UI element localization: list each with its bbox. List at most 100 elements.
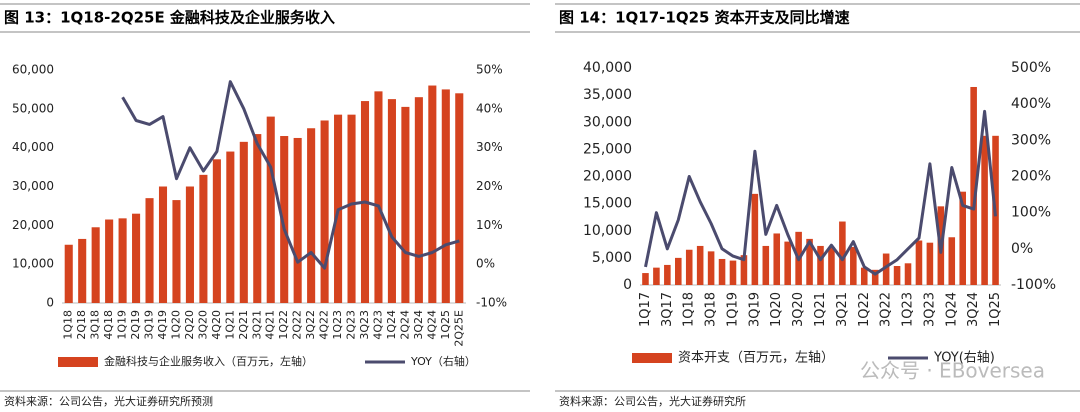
y-tick-label: 0: [623, 277, 632, 293]
x-tick-label: 2Q21: [237, 310, 250, 340]
y2-tick-label: 500%: [1011, 60, 1051, 76]
bar: [806, 238, 813, 285]
x-tick-label: 1Q17: [638, 292, 653, 327]
x-tick-label: 1Q21: [813, 292, 828, 327]
bar: [118, 218, 127, 303]
y-tick-label: 40,000: [12, 140, 54, 154]
x-tick-label: 1Q20: [769, 292, 784, 327]
y2-tick-label: 40%: [476, 101, 503, 115]
y-tick-label: 0: [46, 296, 54, 310]
bar: [455, 93, 464, 303]
y2-tick-label: 10%: [476, 218, 503, 232]
x-tick-label: 3Q23: [358, 310, 371, 340]
bar: [664, 264, 671, 285]
bar: [172, 200, 181, 303]
bar: [441, 89, 450, 304]
bar: [320, 120, 329, 303]
bar: [293, 137, 302, 303]
bar: [817, 245, 824, 285]
y-tick-label: 10,000: [12, 257, 54, 271]
bar: [428, 85, 437, 304]
x-tick-label: 2Q24: [398, 310, 411, 340]
bar: [970, 86, 977, 285]
bar: [653, 267, 660, 285]
bar: [401, 106, 410, 304]
y-tick-label: 40,000: [583, 60, 632, 76]
y2-tick-label: 0%: [476, 257, 495, 271]
x-tick-label: 4Q24: [425, 310, 438, 340]
x-tick-label: 3Q18: [704, 292, 719, 327]
x-tick-label: 4Q23: [371, 310, 384, 340]
bar: [642, 273, 649, 285]
x-tick-label: 2Q20: [183, 310, 196, 340]
bar: [266, 116, 275, 303]
x-tick-label: 3Q18: [89, 310, 102, 340]
bar: [959, 191, 966, 285]
x-tick-label: 1Q22: [277, 310, 290, 340]
bar: [915, 240, 923, 285]
bar: [981, 135, 988, 285]
y2-tick-label: 30%: [476, 140, 503, 154]
bar: [226, 151, 235, 303]
bar: [414, 97, 423, 303]
watermark: 公众号 · EBoversea: [860, 359, 1045, 383]
bar: [158, 186, 168, 303]
bar: [850, 247, 857, 285]
x-tick-label: 3Q20: [196, 310, 209, 340]
y2-tick-label: 400%: [1011, 96, 1051, 112]
bar: [828, 247, 835, 285]
bar: [751, 193, 759, 285]
x-tick-label: 4Q22: [318, 310, 331, 340]
bar: [280, 136, 289, 303]
bar: [239, 141, 248, 303]
bar: [675, 257, 682, 285]
x-tick-label: 4Q20: [210, 310, 223, 340]
legend-swatch: [632, 353, 672, 363]
y2-tick-label: -10%: [476, 296, 507, 310]
x-tick-label: 1Q25: [439, 310, 452, 340]
bar: [860, 267, 868, 285]
x-tick-label: 1Q20: [169, 310, 182, 340]
x-tick-label: 1Q24: [944, 292, 959, 327]
bar: [685, 249, 693, 285]
chart-title: 图 14：1Q17-1Q25 资本开支及同比增速: [559, 9, 850, 27]
x-tick-label: 3Q23: [922, 292, 937, 327]
bar: [91, 227, 100, 303]
x-tick-label: 2Q22: [291, 310, 304, 340]
x-tick-label: 2Q19: [129, 310, 142, 340]
y2-tick-label: -100%: [1011, 277, 1056, 293]
x-tick-label: 1Q23: [901, 292, 916, 327]
legend-label: 金融科技与企业服务收入（百万元，左轴）: [104, 354, 313, 368]
bar: [387, 99, 396, 303]
bar: [718, 258, 726, 285]
x-tick-label: 1Q22: [857, 292, 872, 327]
line-series: [644, 109, 997, 276]
bar: [707, 251, 715, 285]
x-tick-label: 4Q19: [156, 310, 169, 340]
x-tick-label: 3Q22: [879, 292, 894, 327]
bar: [696, 245, 704, 285]
bar: [871, 269, 879, 285]
bar: [253, 134, 262, 303]
y-tick-label: 20,000: [583, 169, 632, 185]
y2-tick-label: 50%: [476, 63, 503, 77]
x-tick-label: 1Q21: [223, 310, 236, 340]
bar: [904, 263, 912, 285]
y-tick-label: 25,000: [583, 141, 632, 157]
y-tick-label: 5,000: [592, 250, 632, 266]
bar: [762, 245, 770, 285]
y-tick-label: 15,000: [583, 196, 632, 212]
x-tick-label: 3Q21: [250, 310, 263, 340]
x-tick-label: 1Q24: [385, 310, 398, 340]
bar: [893, 266, 901, 285]
x-tick-label: 2Q23: [345, 310, 358, 340]
x-tick-label: 4Q18: [102, 310, 115, 340]
x-tick-label: 1Q18: [62, 310, 75, 340]
x-tick-label: 3Q17: [660, 292, 675, 327]
y-tick-label: 20,000: [12, 218, 54, 232]
bar: [926, 242, 934, 285]
source: 资料来源：公司公告，光大证券研究所预测: [4, 394, 213, 408]
y-tick-label: 35,000: [583, 87, 632, 103]
bar: [132, 213, 141, 303]
